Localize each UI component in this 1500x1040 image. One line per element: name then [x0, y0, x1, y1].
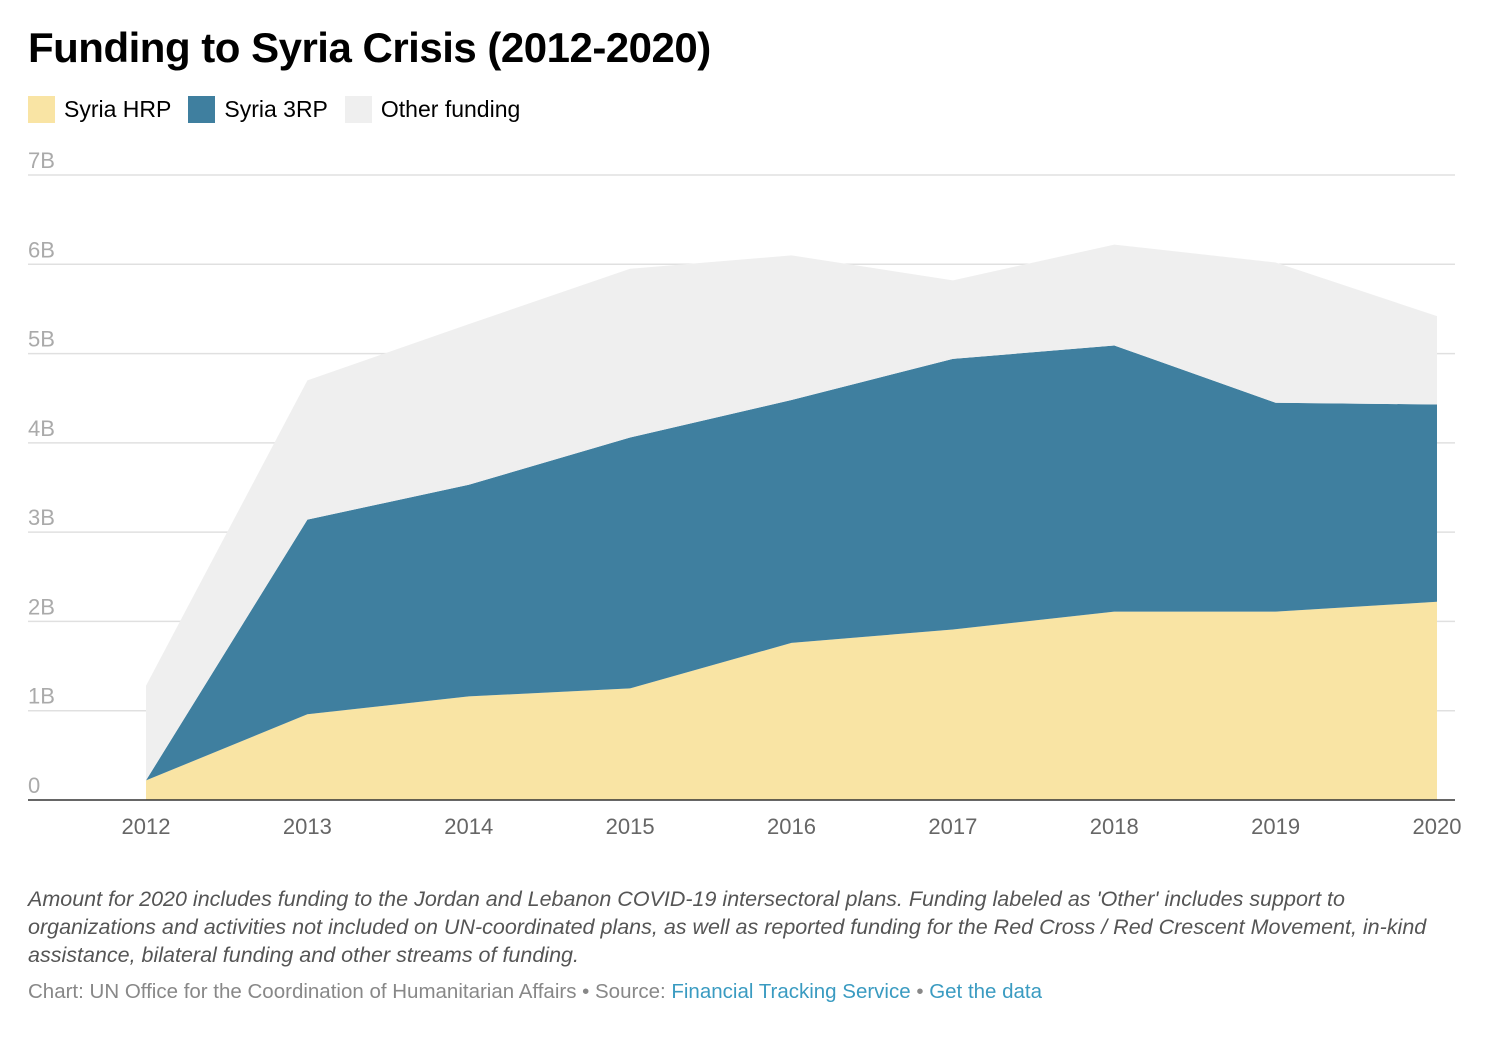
get-the-data-link[interactable]: Get the data — [929, 980, 1043, 1003]
y-tick-label-7B: 7B — [28, 148, 55, 173]
y-tick-label-2B: 2B — [28, 594, 55, 619]
x-tick-label-2020: 2020 — [1413, 814, 1462, 839]
area-other-funding — [146, 244, 1437, 781]
x-tick-label-2017: 2017 — [928, 814, 977, 839]
legend-item-syria-hrp: Syria HRP — [28, 96, 171, 123]
y-tick-label-6B: 6B — [28, 237, 55, 262]
chart-source-line: Chart: UN Office for the Coordination of… — [28, 980, 1042, 1004]
x-tick-label-2018: 2018 — [1090, 814, 1139, 839]
source-link[interactable]: Financial Tracking Service — [671, 980, 911, 1003]
x-tick-label-2013: 2013 — [283, 814, 332, 839]
legend-label-syria-3rp: Syria 3RP — [224, 96, 328, 122]
x-tick-label-2019: 2019 — [1251, 814, 1300, 839]
y-tick-label-5B: 5B — [28, 327, 55, 352]
legend-item-syria-3rp: Syria 3RP — [188, 96, 328, 123]
y-tick-label-3B: 3B — [28, 505, 55, 530]
area-syria-hrp — [146, 601, 1437, 800]
y-tick-label-1B: 1B — [28, 684, 55, 709]
legend-label-other-funding: Other funding — [380, 96, 521, 122]
stacked-area-chart: 0 1B 2B 3B 4B 5B 6B 7B 2012 2013 2014 2015 2016 2017 2… — [28, 148, 1462, 839]
legend-swatch-syria-hrp — [28, 96, 55, 123]
source-credit-text: Chart: UN Office for the Coordination of… — [28, 980, 672, 1003]
legend-item-other-funding: Other funding — [344, 96, 521, 123]
legend-swatch-syria-3rp — [188, 96, 216, 123]
legend: Syria HRP Syria 3RP Other funding — [28, 96, 537, 123]
source-separator: • — [910, 980, 930, 1003]
x-tick-label-2015: 2015 — [606, 814, 655, 839]
chart-footnote: Amount for 2020 includes funding to the … — [28, 887, 1427, 967]
x-tick-label-2014: 2014 — [444, 814, 493, 839]
area-syria-3rp — [146, 345, 1437, 781]
x-tick-label-2016: 2016 — [767, 814, 816, 839]
x-tick-label-2012: 2012 — [122, 814, 171, 839]
legend-swatch-other-funding — [344, 96, 372, 123]
y-tick-label-0: 0 — [28, 773, 40, 798]
chart-title: Funding to Syria Crisis (2012-2020) — [28, 24, 711, 71]
legend-label-syria-hrp: Syria HRP — [64, 96, 172, 122]
y-tick-label-4B: 4B — [28, 416, 55, 441]
